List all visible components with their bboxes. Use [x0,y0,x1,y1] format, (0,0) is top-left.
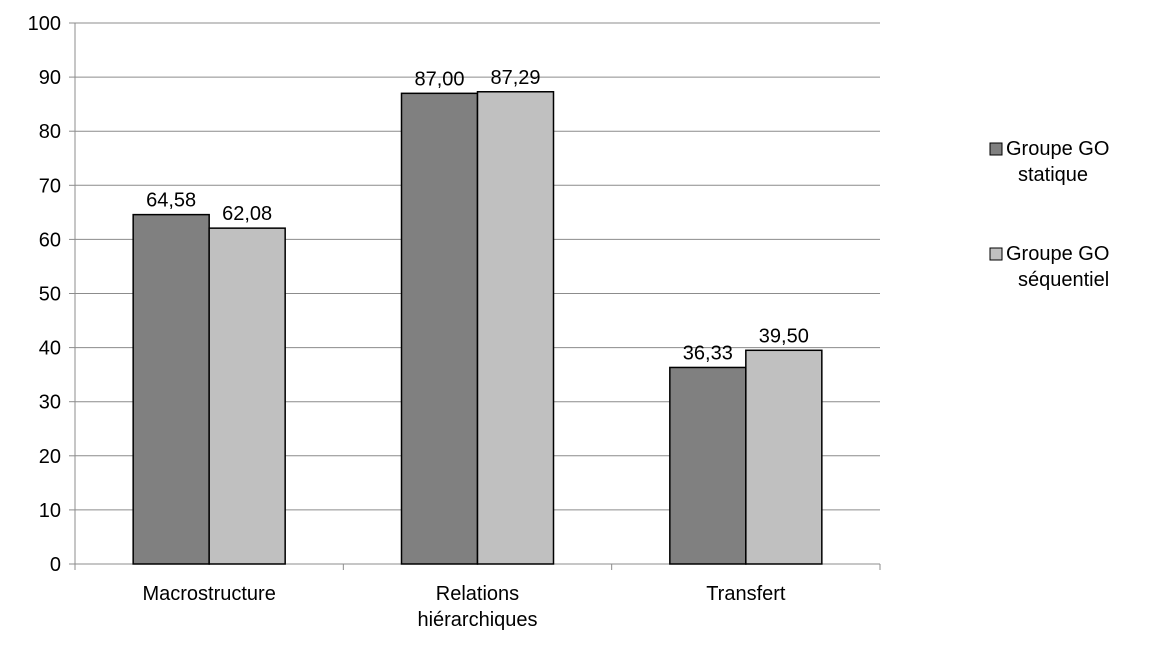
bar [132,213,210,565]
y-tick-label: 10 [39,500,61,522]
y-tick-label: 60 [39,229,61,251]
legend-swatch [989,247,1003,261]
legend-label: Groupe GO séquentiel [1006,243,1109,291]
data-label: 62,08 [222,203,272,225]
y-tick-label: 80 [39,121,61,143]
legend-label: Groupe GO statique [1006,138,1109,186]
legend-label-line: Groupe GO [1006,243,1109,265]
y-tick-label: 50 [39,284,61,306]
x-tick-label-line: Relations [436,583,519,605]
data-label: 36,33 [683,342,733,364]
y-tick-label: 0 [50,554,61,576]
bar [208,227,286,565]
data-label: 64,58 [146,190,196,212]
y-tick-label: 30 [39,392,61,414]
y-tick-label: 20 [39,446,61,468]
y-tick-label: 40 [39,338,61,360]
data-label: 39,50 [759,325,809,347]
x-tick-label-line: Transfert [706,583,786,605]
y-tick-label: 70 [39,175,61,197]
bar [669,366,747,565]
legend-swatch [989,142,1003,156]
data-label: 87,29 [490,67,540,89]
y-tick-label: 90 [39,67,61,89]
x-tick-label: Macrostructure [142,583,275,605]
bar [400,92,479,565]
y-tick-label: 100 [28,13,61,35]
x-tick-label: Transfert [706,583,786,605]
legend-label-line: Groupe GO [1006,138,1109,160]
data-label: 87,00 [414,68,464,90]
bar [745,349,823,565]
x-tick-label-line: Macrostructure [142,583,275,605]
bar [476,91,555,565]
legend-label-line: statique [1018,164,1088,186]
x-tick-label: Relations hiérarchiques [417,583,537,631]
x-tick-label-line: hiérarchiques [417,609,537,631]
legend-label-line: séquentiel [1018,269,1109,291]
